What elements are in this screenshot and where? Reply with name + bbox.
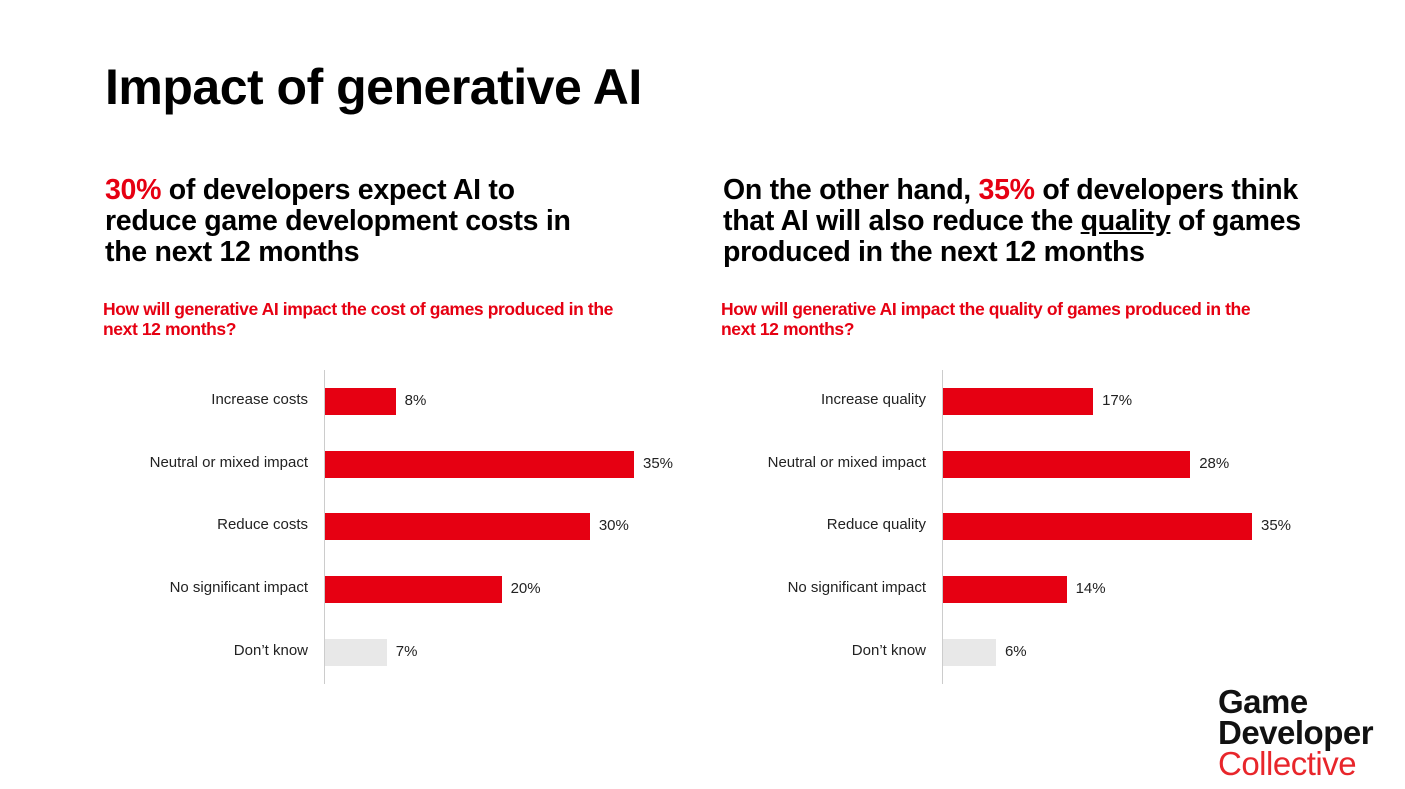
left-headline-highlight: 30% xyxy=(105,174,162,206)
chart-axis xyxy=(324,370,325,684)
bar xyxy=(325,513,590,540)
game-developer-collective-logo: Game Developer Collective xyxy=(1218,683,1374,782)
left-headline-text: of developers expect AI to reduce game d… xyxy=(105,174,571,268)
page-title: Impact of generative AI xyxy=(105,59,642,115)
right-headline-pre: On the other hand, xyxy=(723,174,979,206)
right-headline-mid: of developers think that AI will also re… xyxy=(723,174,1298,237)
data-label: 7% xyxy=(395,643,418,660)
bar xyxy=(325,451,634,478)
category-label: No significant impact xyxy=(787,579,926,596)
right-headline-underline: quality xyxy=(1080,205,1171,237)
right-headline: On the other hand, 35% of developers thi… xyxy=(723,175,1323,268)
category-label: No significant impact xyxy=(169,579,308,596)
left-headline: 30% of developers expect AI to reduce ga… xyxy=(105,175,605,268)
right-headline-highlight: 35% xyxy=(978,174,1035,206)
logo-line-2: Developer xyxy=(1218,714,1374,751)
category-label: Increase quality xyxy=(820,391,926,408)
logo-line-1: Game xyxy=(1218,683,1308,720)
category-label: Neutral or mixed impact xyxy=(767,454,926,471)
right-chart-question: How will generative AI impact the qualit… xyxy=(721,299,1251,339)
chart-axis xyxy=(942,370,943,684)
data-label: 14% xyxy=(1075,580,1106,597)
logo-line-3: Collective xyxy=(1218,745,1357,782)
data-label: 30% xyxy=(598,517,629,534)
bar xyxy=(325,576,502,603)
bar xyxy=(325,388,396,415)
bar xyxy=(943,451,1191,478)
data-label: 8% xyxy=(404,392,427,409)
bar xyxy=(943,513,1252,540)
category-label: Don’t know xyxy=(233,642,308,659)
bar xyxy=(943,388,1094,415)
data-label: 20% xyxy=(510,580,541,597)
data-label: 17% xyxy=(1102,392,1133,409)
bar xyxy=(943,639,996,666)
category-label: Don’t know xyxy=(851,642,926,659)
category-label: Increase costs xyxy=(211,391,308,408)
data-label: 28% xyxy=(1199,455,1230,472)
category-label: Neutral or mixed impact xyxy=(149,454,308,471)
data-label: 35% xyxy=(643,455,674,472)
bar xyxy=(325,639,387,666)
data-label: 6% xyxy=(1004,643,1027,660)
data-label: 35% xyxy=(1261,517,1292,534)
bar xyxy=(943,576,1067,603)
right-headline-post: of games produced in the next 12 months xyxy=(723,205,1301,268)
left-chart-question: How will generative AI impact the cost o… xyxy=(103,299,613,339)
category-label: Reduce costs xyxy=(217,516,308,533)
category-label: Reduce quality xyxy=(826,516,926,533)
